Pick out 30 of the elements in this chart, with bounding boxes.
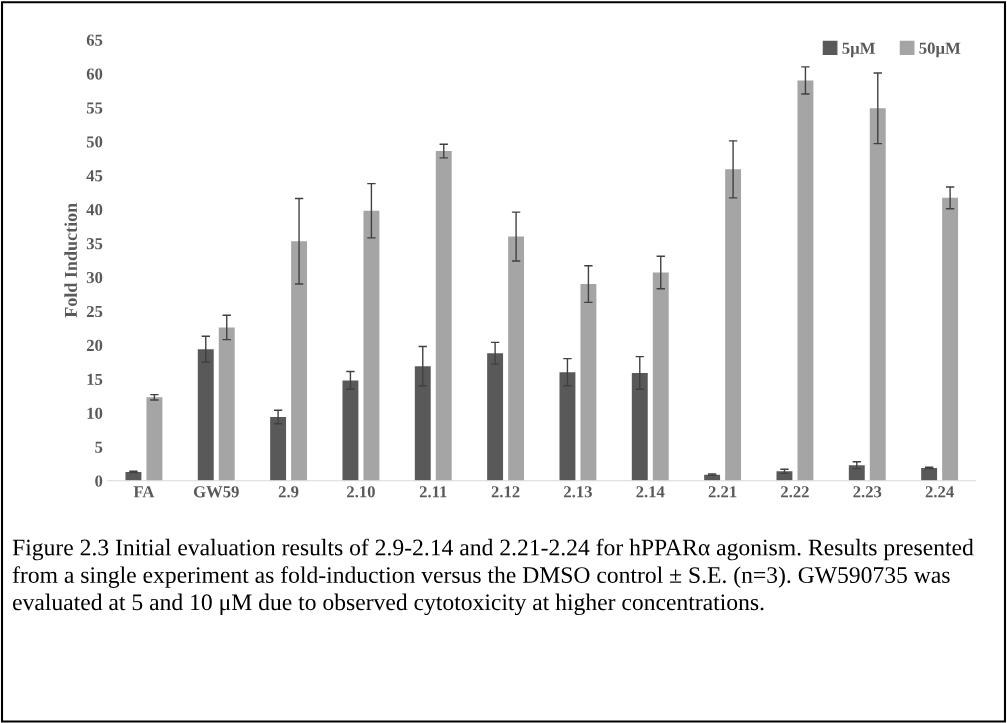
x-tick-label: 2.12 [491, 486, 520, 498]
y-tick-label: 45 [86, 170, 103, 182]
y-tick-label: 50 [86, 136, 103, 148]
x-tick-label: 2.23 [853, 486, 882, 498]
legend-label: 50µM [919, 42, 961, 58]
x-tick-label: 2.24 [925, 486, 954, 498]
x-tick-label: GW59 [193, 486, 239, 498]
x-tick-label: 2.13 [564, 486, 592, 498]
x-tick-label: 2.10 [347, 486, 375, 498]
x-tick-label: FA [133, 486, 155, 498]
x-tick-label: 2.11 [419, 486, 447, 498]
x-tick-label: 2.22 [781, 486, 809, 498]
y-tick-label: 15 [87, 373, 103, 385]
x-tick-label: 2.21 [708, 486, 737, 498]
legend-label: 5µM [842, 42, 875, 58]
y-tick-label: 10 [87, 407, 103, 419]
y-tick-label: 60 [86, 68, 103, 80]
x-tick-label: 2.14 [636, 486, 665, 498]
x-tick-label: 2.9 [278, 486, 299, 498]
y-tick-label: 25 [86, 305, 103, 318]
y-tick-label: 65 [86, 34, 103, 46]
y-tick-label: 20 [86, 339, 103, 352]
y-tick-label: 40 [86, 204, 103, 216]
y-axis-title: Fold Induction [64, 203, 78, 318]
y-tick-label: 35 [86, 238, 103, 250]
caption: Figure 2.3 Initial evaluation results of 2.9-2.14 and 2.21-2.24 for hPPARα agonism. Results presented from a single experiment as fold-induction versus the DMSO control ± S.E. (n=3). GW590735 was evaluated at 5 and 10 μM due to observed cytotoxicity at higher concentrations. [12, 538, 974, 616]
y-tick-label: 30 [86, 271, 103, 284]
y-tick-label: 55 [86, 102, 103, 114]
y-tick-label: 5 [95, 441, 103, 453]
y-tick-label: 0 [95, 475, 103, 487]
